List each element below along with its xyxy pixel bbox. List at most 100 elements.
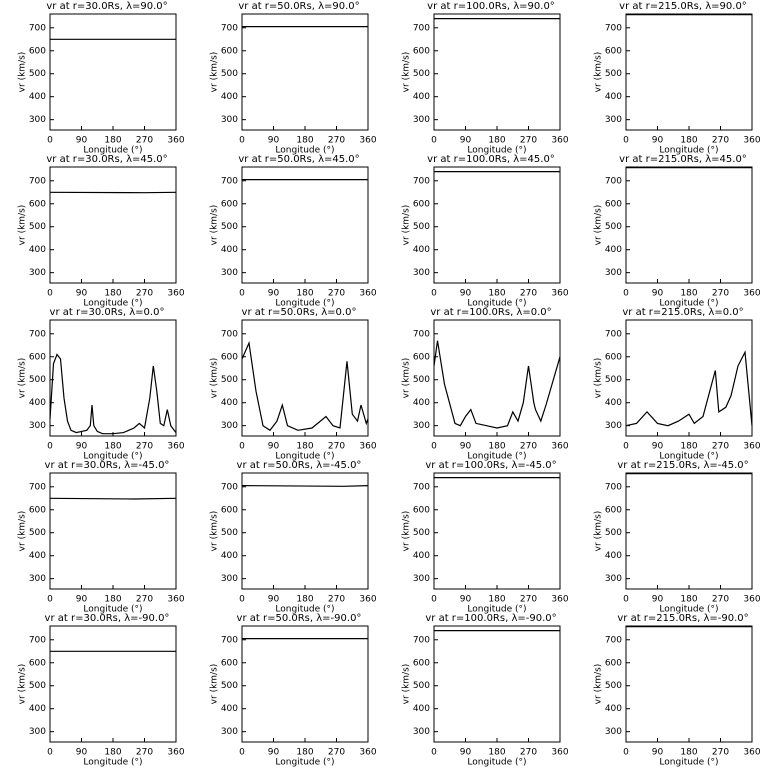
chart-title: vr at r=215.0Rs, λ=-45.0° <box>617 460 748 471</box>
x-axis-label: Longitude (°) <box>275 146 334 156</box>
x-axis-label: Longitude (°) <box>467 758 526 768</box>
plot-frame <box>241 13 369 131</box>
y-axis-label: vr (km/s) <box>210 205 220 246</box>
x-tick-label: 90 <box>652 442 664 452</box>
chart-title: vr at r=50.0Rs, λ=45.0° <box>238 154 359 165</box>
x-tick-label: 180 <box>680 442 697 452</box>
y-tick-label: 700 <box>413 635 430 645</box>
x-tick-label: 180 <box>680 595 697 605</box>
y-tick-label: 300 <box>605 727 622 737</box>
y-tick-label: 400 <box>413 551 430 561</box>
x-axis-label: Longitude (°) <box>659 299 718 309</box>
x-tick-label: 270 <box>520 595 537 605</box>
y-tick-label: 700 <box>605 329 622 339</box>
y-tick-label: 700 <box>29 329 46 339</box>
x-tick-label: 0 <box>431 748 437 758</box>
x-tick-label: 360 <box>167 289 184 299</box>
plot-frame <box>433 13 561 131</box>
y-tick-label: 500 <box>413 69 430 79</box>
x-tick-label: 360 <box>167 442 184 452</box>
y-tick-label: 400 <box>413 704 430 714</box>
y-tick-label: 500 <box>221 681 238 691</box>
x-tick-label: 0 <box>623 595 629 605</box>
y-tick-label: 600 <box>605 46 622 56</box>
y-tick-label: 300 <box>29 115 46 125</box>
y-tick-label: 300 <box>605 574 622 584</box>
y-tick-label: 400 <box>29 92 46 102</box>
y-tick-label: 700 <box>29 23 46 33</box>
chart-title: vr at r=100.0Rs, λ=-45.0° <box>425 460 556 471</box>
y-axis-label: vr (km/s) <box>594 358 604 399</box>
x-tick-label: 360 <box>359 136 376 146</box>
y-tick-label: 400 <box>605 704 622 714</box>
x-tick-label: 90 <box>460 136 472 146</box>
y-axis-label: vr (km/s) <box>210 511 220 552</box>
y-tick-label: 500 <box>605 681 622 691</box>
y-tick-label: 300 <box>29 268 46 278</box>
y-axis-label: vr (km/s) <box>18 511 28 552</box>
y-tick-label: 700 <box>221 635 238 645</box>
x-tick-label: 0 <box>431 289 437 299</box>
x-tick-label: 270 <box>712 442 729 452</box>
y-tick-label: 300 <box>221 268 238 278</box>
y-tick-label: 300 <box>221 421 238 431</box>
plot-frame <box>49 625 177 743</box>
y-tick-label: 600 <box>29 46 46 56</box>
x-tick-label: 360 <box>359 748 376 758</box>
x-tick-label: 0 <box>239 136 245 146</box>
y-axis-label: vr (km/s) <box>402 52 412 93</box>
x-tick-label: 180 <box>104 136 121 146</box>
x-tick-label: 270 <box>136 595 153 605</box>
x-tick-label: 270 <box>520 748 537 758</box>
chart-title: vr at r=30.0Rs, λ=45.0° <box>46 154 167 165</box>
y-tick-label: 300 <box>605 115 622 125</box>
y-tick-label: 300 <box>413 421 430 431</box>
plot-frame <box>49 166 177 284</box>
y-tick-label: 500 <box>29 375 46 385</box>
chart-title: vr at r=30.0Rs, λ=90.0° <box>46 1 167 12</box>
y-axis-label: vr (km/s) <box>18 664 28 705</box>
x-tick-label: 180 <box>296 595 313 605</box>
y-axis-label: vr (km/s) <box>402 205 412 246</box>
x-tick-label: 90 <box>76 442 88 452</box>
y-tick-label: 600 <box>413 199 430 209</box>
x-tick-label: 90 <box>460 289 472 299</box>
y-tick-label: 500 <box>221 528 238 538</box>
x-tick-label: 270 <box>712 136 729 146</box>
x-tick-label: 360 <box>359 442 376 452</box>
y-tick-label: 300 <box>29 421 46 431</box>
x-tick-label: 90 <box>76 136 88 146</box>
y-tick-label: 300 <box>221 727 238 737</box>
data-line <box>433 340 561 429</box>
x-axis-label: Longitude (°) <box>659 452 718 462</box>
plot-frame <box>433 472 561 590</box>
y-tick-label: 700 <box>413 23 430 33</box>
y-tick-label: 500 <box>221 375 238 385</box>
y-tick-label: 500 <box>221 69 238 79</box>
y-tick-label: 400 <box>413 92 430 102</box>
x-axis-label: Longitude (°) <box>275 299 334 309</box>
y-tick-label: 600 <box>29 352 46 362</box>
chart-title: vr at r=50.0Rs, λ=-90.0° <box>237 613 362 624</box>
y-tick-label: 500 <box>29 681 46 691</box>
y-tick-label: 700 <box>605 482 622 492</box>
x-tick-label: 0 <box>47 442 53 452</box>
y-axis-label: vr (km/s) <box>18 358 28 399</box>
x-tick-label: 270 <box>328 289 345 299</box>
y-tick-label: 700 <box>29 176 46 186</box>
y-tick-label: 400 <box>29 704 46 714</box>
x-tick-label: 0 <box>47 289 53 299</box>
y-tick-label: 600 <box>221 505 238 515</box>
data-line <box>49 497 177 500</box>
x-tick-label: 180 <box>296 289 313 299</box>
y-tick-label: 700 <box>413 482 430 492</box>
x-tick-label: 180 <box>104 289 121 299</box>
x-tick-label: 360 <box>551 289 568 299</box>
x-tick-label: 90 <box>652 289 664 299</box>
y-tick-label: 400 <box>605 398 622 408</box>
y-tick-label: 600 <box>221 658 238 668</box>
x-axis-label: Longitude (°) <box>83 299 142 309</box>
plot-frame <box>625 13 753 131</box>
y-tick-label: 700 <box>413 329 430 339</box>
x-tick-label: 270 <box>520 136 537 146</box>
